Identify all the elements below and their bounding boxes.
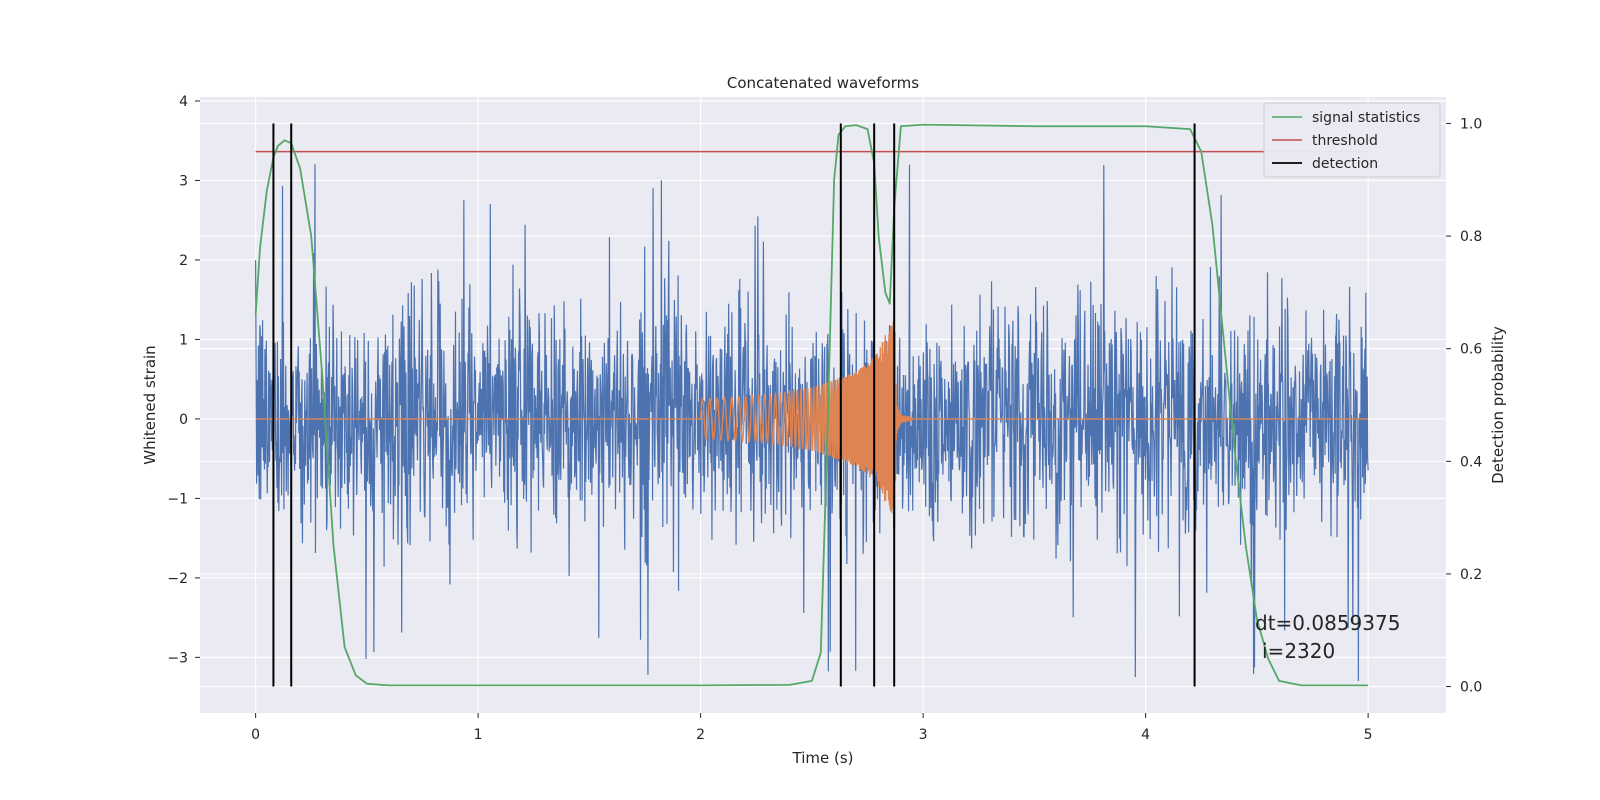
y-tick-label: −2 bbox=[167, 571, 188, 587]
x-tick-label: 2 bbox=[696, 727, 705, 743]
y-right-tick-label: 1.0 bbox=[1460, 116, 1482, 132]
y-axis-label: Whitened strain bbox=[141, 345, 159, 464]
signal-statistics-line bbox=[254, 123, 1369, 687]
y-right-tick-label: 0.8 bbox=[1460, 229, 1482, 245]
injected-chirp-line bbox=[255, 297, 1369, 530]
y-tick-label: 2 bbox=[179, 253, 188, 269]
ticks: 0 1 2 3 4 5 −3 −2 −1 0 1 2 3 4 0.0 0.2 0.4 0.6 0.8 1.0 bbox=[167, 94, 1482, 743]
x-tick-label: 0 bbox=[251, 727, 260, 743]
annotation-index: i=2320 bbox=[1262, 639, 1335, 663]
x-tick-label: 4 bbox=[1141, 727, 1150, 743]
y-right-tick-label: 0.0 bbox=[1460, 680, 1482, 696]
y-tick-label: −3 bbox=[167, 650, 188, 666]
y-tick-label: 3 bbox=[179, 173, 188, 189]
y-axis-right-label: Detection probability bbox=[1489, 326, 1507, 484]
legend-label-detection: detection bbox=[1312, 156, 1378, 172]
y-right-tick-label: 0.6 bbox=[1460, 342, 1482, 358]
detection-lines bbox=[272, 123, 1196, 687]
y-right-tick-label: 0.4 bbox=[1460, 454, 1482, 470]
y-right-tick-label: 0.2 bbox=[1460, 567, 1482, 583]
x-tick-label: 1 bbox=[474, 727, 483, 743]
y-tick-label: 1 bbox=[179, 332, 188, 348]
y-tick-label: −1 bbox=[167, 491, 188, 507]
legend: signal statistics threshold detection bbox=[1263, 102, 1441, 178]
legend-label-threshold: threshold bbox=[1312, 133, 1378, 149]
x-axis-label: Time (s) bbox=[792, 749, 854, 767]
chart-title: Concatenated waveforms bbox=[727, 74, 919, 92]
series-layer bbox=[254, 123, 1369, 687]
legend-label-signal-statistics: signal statistics bbox=[1312, 110, 1420, 126]
x-tick-label: 3 bbox=[919, 727, 928, 743]
y-tick-label: 4 bbox=[179, 94, 188, 110]
x-tick-label: 5 bbox=[1364, 727, 1373, 743]
annotation-dt: dt=0.0859375 bbox=[1255, 611, 1400, 635]
y-tick-label: 0 bbox=[179, 412, 188, 428]
legend-box bbox=[1263, 102, 1441, 178]
strain-noise-line bbox=[255, 164, 1369, 682]
